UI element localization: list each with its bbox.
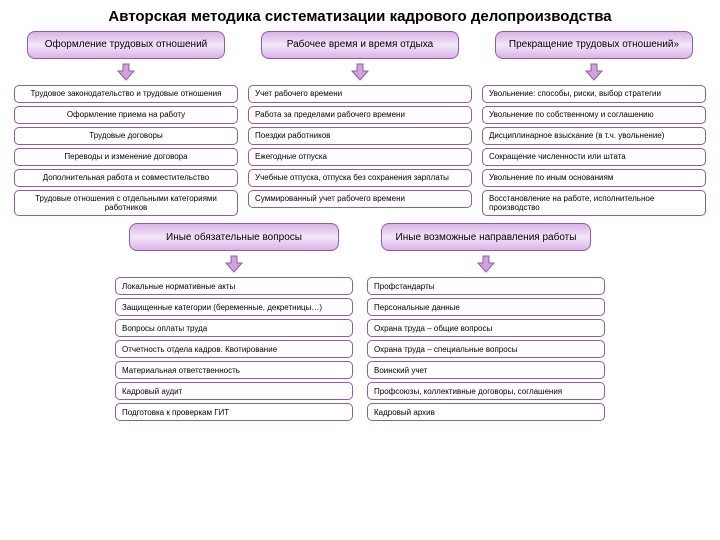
list-item: Кадровый архив [367,403,605,421]
list-item: Учет рабочего времени [248,85,472,103]
down-arrow-icon [248,62,472,82]
list-item: Подготовка к проверкам ГИТ [115,403,353,421]
list-item: Оформление приема на работу [14,106,238,124]
list-item: Восстановление на работе, исполнительное… [482,190,706,216]
list-item: Учебные отпуска, отпуска без сохранения … [248,169,472,187]
list-item: Трудовые договоры [14,127,238,145]
list-item: Кадровый аудит [115,382,353,400]
list-item: Переводы и изменение договора [14,148,238,166]
list-item: Вопросы оплаты труда [115,319,353,337]
list-item: Суммированный учет рабочего времени [248,190,472,208]
col-bot-2: Иные возможные направления работы Профста… [367,223,605,424]
col-bot-1: Иные обязательные вопросы Локальные норма… [115,223,353,424]
col-top-1: Оформление трудовых отношений Трудовое за… [14,31,238,219]
section-header: Иные обязательные вопросы [129,223,338,251]
list-item: Дополнительная работа и совместительство [14,169,238,187]
list-item: Сокращение численности или штата [482,148,706,166]
list-item: Материальная ответственность [115,361,353,379]
page-title: Авторская методика систематизации кадров… [14,8,706,25]
list-item: Отчетность отдела кадров. Квотирование [115,340,353,358]
list-item: Работа за пределами рабочего времени [248,106,472,124]
list-item: Увольнение по иным основаниям [482,169,706,187]
list-item: Увольнение по собственному и соглашению [482,106,706,124]
bottom-row: Иные обязательные вопросы Локальные норма… [14,223,706,424]
section-header: Рабочее время и время отдыха [261,31,458,59]
list-item: Трудовые отношения с отдельными категори… [14,190,238,216]
top-row: Оформление трудовых отношений Трудовое за… [14,31,706,219]
section-header: Прекращение трудовых отношений» [495,31,692,59]
list-item: Профсоюзы, коллективные договоры, соглаш… [367,382,605,400]
list-item: Ежегодные отпуска [248,148,472,166]
list-item: Локальные нормативные акты [115,277,353,295]
list-item: Воинский учет [367,361,605,379]
section-header: Иные возможные направления работы [381,223,590,251]
list-item: Персональные данные [367,298,605,316]
col-top-2: Рабочее время и время отдыха Учет рабочег… [248,31,472,219]
down-arrow-icon [482,62,706,82]
list-item: Охрана труда – общие вопросы [367,319,605,337]
list-item: Трудовое законодательство и трудовые отн… [14,85,238,103]
list-item: Охрана труда – специальные вопросы [367,340,605,358]
list-item: Профстандарты [367,277,605,295]
list-item: Поездки работников [248,127,472,145]
down-arrow-icon [14,62,238,82]
list-item: Защищенные категории (беременные, декрет… [115,298,353,316]
list-item: Дисциплинарное взыскание (в т.ч. увольне… [482,127,706,145]
down-arrow-icon [115,254,353,274]
section-header: Оформление трудовых отношений [27,31,224,59]
col-top-3: Прекращение трудовых отношений» Увольнени… [482,31,706,219]
list-item: Увольнение: способы, риски, выбор страте… [482,85,706,103]
down-arrow-icon [367,254,605,274]
